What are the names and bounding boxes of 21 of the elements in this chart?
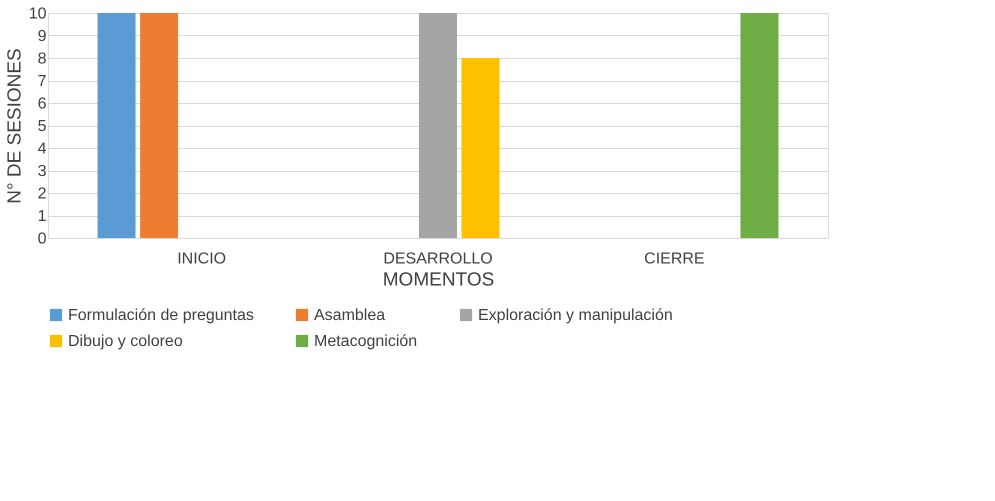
legend-label: Formulación de preguntas [68, 307, 254, 324]
y-tick-label: 0 [38, 230, 47, 248]
x-tick-label: INICIO [177, 250, 226, 268]
y-axis-title: N° DE SESIONES [4, 48, 26, 204]
y-tick-label: 10 [28, 6, 47, 22]
y-tick-label: 7 [38, 73, 47, 90]
x-tick-label: DESARROLLO [383, 250, 493, 268]
x-tick-label: CIERRE [644, 250, 705, 268]
y-tick-label: 4 [38, 140, 47, 158]
y-tick-label: 3 [38, 163, 47, 180]
y-tick-label: 1 [38, 208, 47, 225]
legend-label: Dibujo y coloreo [68, 333, 183, 350]
y-tick-label: 8 [38, 50, 47, 68]
y-tick-label: 9 [38, 28, 47, 45]
y-tick-label: 6 [38, 96, 47, 112]
y-tick-label: 2 [38, 186, 47, 202]
legend-label: Exploración y manipulación [478, 307, 673, 324]
x-axis-title: MOMENTOS [382, 270, 494, 290]
y-tick-label: 5 [38, 118, 47, 135]
legend-label: Metacognición [314, 333, 418, 350]
legend-label: Asamblea [314, 307, 386, 324]
